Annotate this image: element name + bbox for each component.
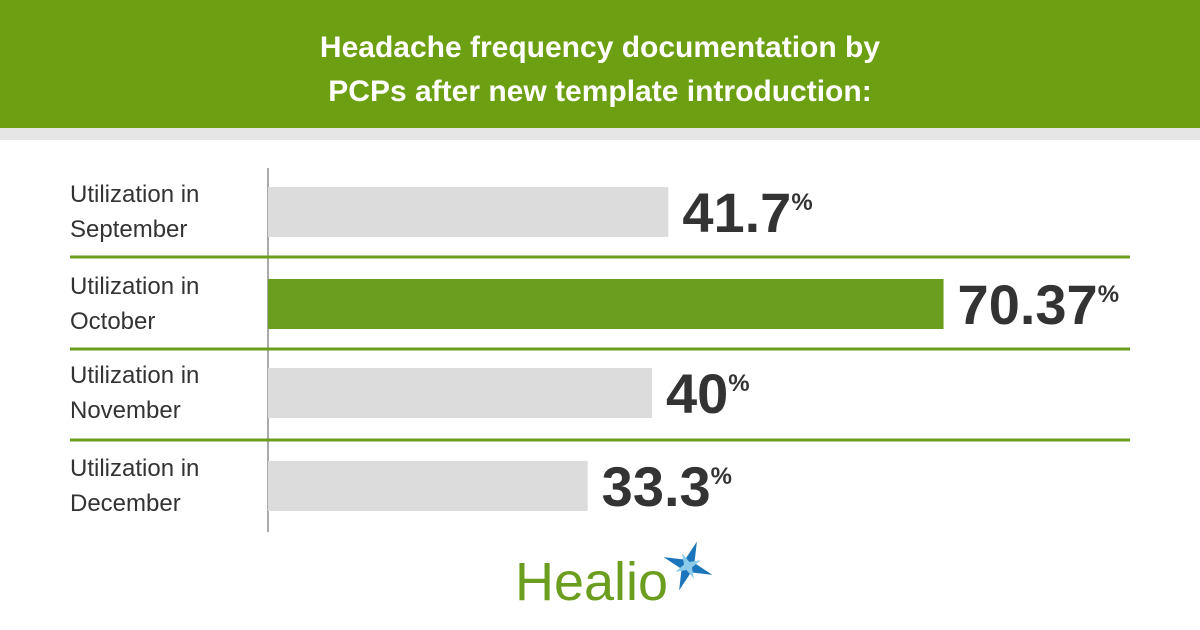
category-box: Utilization in November [70, 362, 200, 424]
logo: Healio [515, 552, 668, 612]
title-box: Headache frequency documentation by PCPs… [319, 31, 881, 108]
bar [268, 279, 944, 329]
chart-title: Headache frequency documentation by PCPs… [319, 31, 881, 108]
value-label: 41.7% [682, 181, 812, 244]
category-label: Utilization in October [70, 273, 200, 335]
category-label: Utilization in September [70, 181, 200, 243]
category-label: Utilization in December [70, 455, 200, 517]
category-box: Utilization in October [70, 273, 200, 335]
category-box: Utilization in December [70, 455, 200, 517]
bar [268, 368, 652, 418]
category-label: Utilization in November [70, 362, 200, 424]
header-strip [0, 128, 1200, 140]
value-label: 70.37% [958, 273, 1119, 336]
category-box: Utilization in September [70, 181, 200, 243]
header-band [0, 0, 1200, 128]
logo-star [663, 541, 713, 591]
value-label: 33.3% [602, 455, 732, 518]
bar [268, 187, 669, 237]
bar [268, 461, 588, 511]
value-label: 40% [666, 362, 750, 425]
